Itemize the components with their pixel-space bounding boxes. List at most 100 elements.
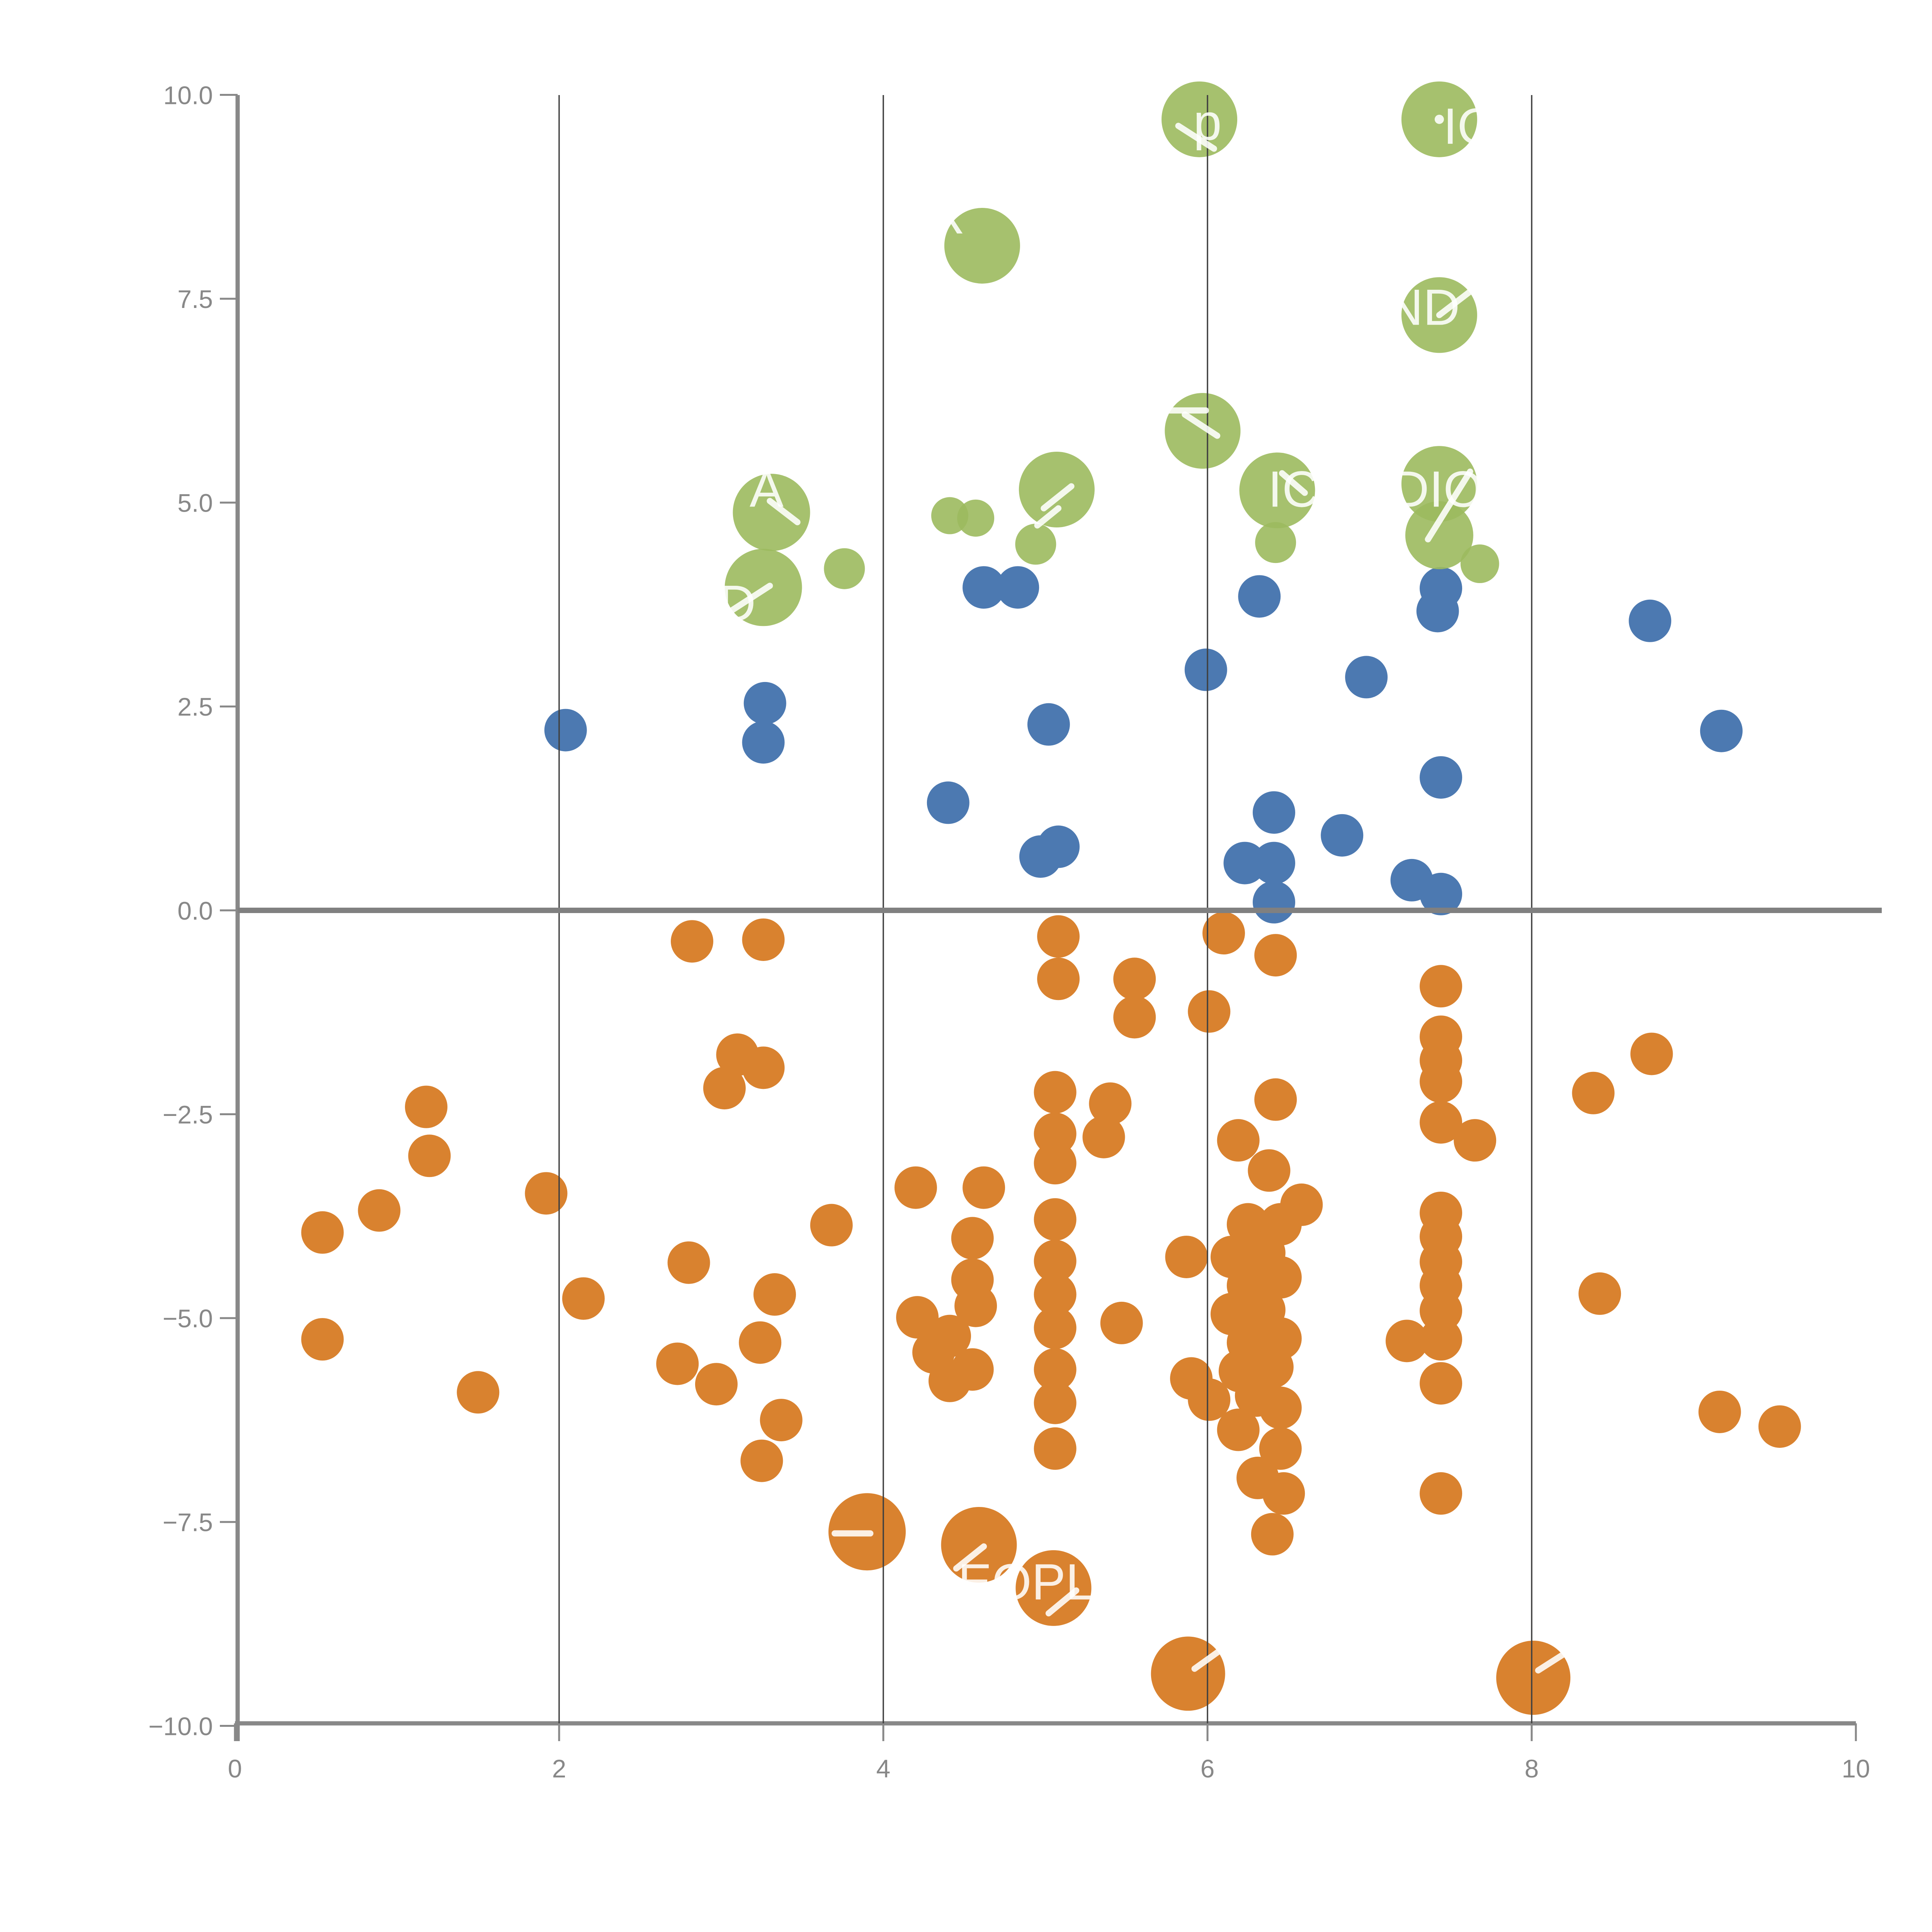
- data-point-blue: [1223, 842, 1266, 884]
- data-point-orange: [358, 1189, 401, 1232]
- data-point-green: [1015, 524, 1056, 565]
- data-point-orange: [896, 1296, 939, 1339]
- y-tick-label: −2.5: [163, 1100, 213, 1129]
- data-point-orange: [1572, 1071, 1615, 1114]
- data-point-orange: [1578, 1272, 1621, 1315]
- bubble-label: IC: [1268, 461, 1319, 517]
- data-point-orange: [753, 1273, 796, 1316]
- data-point-green: [1165, 393, 1241, 469]
- data-point-green: [1255, 522, 1296, 563]
- data-point-orange: [1698, 1390, 1741, 1433]
- bubble-label: p: [1193, 94, 1221, 151]
- data-point-orange: [670, 920, 713, 963]
- x-tick-label: 0: [228, 1754, 242, 1783]
- data-point-orange: [1385, 1320, 1428, 1362]
- y-tick-label: 5.0: [177, 489, 213, 517]
- x-tick-label: 6: [1201, 1754, 1215, 1783]
- data-point-blue: [997, 566, 1039, 609]
- y-tick-label: 7.5: [177, 285, 213, 313]
- data-point-blue: [544, 709, 587, 752]
- data-point-orange: [810, 1204, 853, 1247]
- data-point-orange: [1113, 957, 1156, 1000]
- data-point-orange: [1630, 1032, 1673, 1075]
- data-point-orange: [1758, 1405, 1801, 1448]
- bubble-leader-stroke: [721, 583, 773, 618]
- data-point-blue: [963, 566, 1005, 609]
- data-point-orange: [1254, 1078, 1297, 1121]
- data-point-green: [1019, 451, 1095, 527]
- bubble-leader-stroke: [1034, 505, 1062, 529]
- data-point-orange: [405, 1085, 448, 1128]
- data-point-orange: [1037, 957, 1080, 1000]
- bubble-label: DIO: [1392, 461, 1483, 517]
- y-tick-label: 10.0: [163, 81, 213, 109]
- data-point-orange: [1420, 1362, 1463, 1405]
- data-point-orange: [1188, 990, 1231, 1033]
- data-point-green: [1162, 81, 1238, 157]
- data-point-blue: [1629, 599, 1672, 642]
- data-point-orange: [1262, 1472, 1305, 1515]
- bubble-leader-stroke: [1045, 1587, 1080, 1617]
- data-point-orange: [1259, 1386, 1302, 1429]
- data-point-orange: [928, 1359, 971, 1402]
- data-point-orange: [1034, 1348, 1077, 1391]
- data-point-green: [957, 499, 995, 537]
- data-point-orange: [1188, 1378, 1231, 1421]
- data-point-orange: [894, 1166, 937, 1209]
- bubble-leader-stroke: [1436, 276, 1490, 318]
- data-point-blue: [1420, 872, 1463, 915]
- data-point-orange: [1034, 1427, 1077, 1470]
- y-tick-label: 0.0: [177, 896, 213, 925]
- y-tick-label: 2.5: [177, 692, 213, 721]
- data-point-blue: [1037, 825, 1080, 868]
- data-point-orange: [742, 1046, 785, 1089]
- data-point-orange: [1034, 1240, 1077, 1282]
- bubble-label: EOPL: [958, 1553, 1094, 1610]
- data-point-blue: [743, 682, 786, 724]
- data-point-blue: [1252, 881, 1295, 923]
- data-point-orange: [954, 1284, 997, 1327]
- data-point-orange: [1089, 1082, 1132, 1125]
- data-point-blue: [1184, 648, 1227, 691]
- data-point-orange: [1034, 1381, 1077, 1424]
- data-point-blue: [1252, 842, 1295, 884]
- data-point-orange: [742, 918, 785, 961]
- x-tick-label: 2: [552, 1754, 566, 1783]
- data-point-orange: [1082, 1116, 1125, 1158]
- data-point-orange: [1034, 1198, 1077, 1241]
- data-point-orange: [1248, 1149, 1291, 1192]
- data-point-orange: [963, 1166, 1005, 1209]
- data-point-orange: [1113, 996, 1156, 1039]
- data-point-blue: [1345, 656, 1388, 699]
- data-point-orange: [1202, 912, 1245, 955]
- data-point-blue: [1252, 791, 1295, 834]
- data-point-orange: [301, 1318, 344, 1361]
- data-point-orange: [1037, 915, 1080, 958]
- data-point-orange: [656, 1342, 699, 1385]
- data-point-blue: [742, 721, 785, 764]
- data-point-blue: [1238, 575, 1281, 618]
- y-tick-label: −7.5: [163, 1508, 213, 1537]
- y-tick-label: −5.0: [163, 1304, 213, 1333]
- data-point-orange: [1034, 1142, 1077, 1185]
- bubble-label: ND: [1386, 279, 1460, 336]
- data-point-orange: [1100, 1301, 1143, 1344]
- data-point-green: [944, 207, 1020, 284]
- data-point-orange: [1259, 1427, 1302, 1470]
- bubble-leader-stroke: [953, 1543, 987, 1572]
- data-point-orange: [739, 1321, 782, 1364]
- data-point-orange: [1165, 1235, 1208, 1278]
- data-point-orange: [1217, 1408, 1260, 1451]
- data-point-orange: [1015, 1550, 1092, 1626]
- data-point-blue: [1416, 590, 1459, 633]
- data-point-blue: [1420, 756, 1463, 799]
- x-tick-label: 4: [876, 1754, 891, 1783]
- data-point-blue: [927, 781, 969, 824]
- bubble-leader-stroke: [1061, 1615, 1096, 1645]
- data-point-orange: [1420, 1101, 1463, 1144]
- bubble-label: D: [719, 575, 756, 632]
- data-point-orange: [703, 1067, 746, 1110]
- data-point-orange: [525, 1172, 568, 1215]
- bubble-leader-stroke: [1535, 1640, 1583, 1673]
